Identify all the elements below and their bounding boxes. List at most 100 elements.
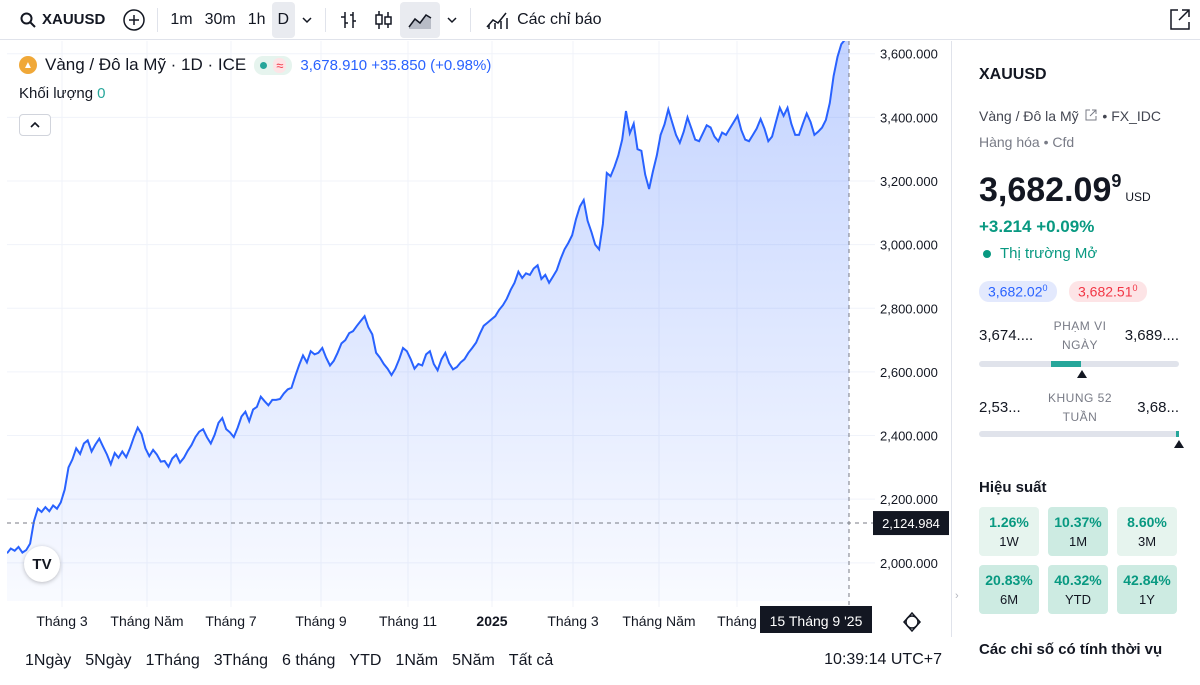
day-range: 3,674.... PHẠM VI NGÀY 3,689....: [979, 319, 1179, 365]
crosshair-date-label: 15 Tháng 9 '25: [770, 613, 863, 629]
y-tick-label: 3,600.000: [880, 47, 938, 62]
perf-1m[interactable]: 10.37% 1M: [1048, 507, 1108, 556]
range-1y[interactable]: 1Năm: [395, 652, 439, 669]
day-range-fill: [1051, 361, 1081, 367]
bid-value: 3,682.02: [988, 283, 1043, 300]
legend-title: Vàng / Đô la Mỹ · 1D · ICE: [45, 55, 247, 74]
clock[interactable]: 10:39:14 UTC+7: [824, 651, 942, 668]
candles-button[interactable]: [366, 2, 400, 38]
volume-legend: Khối lượng 0: [19, 85, 105, 102]
interval-dropdown[interactable]: [295, 2, 319, 38]
last-price: 3,682.099USD: [979, 171, 1151, 210]
y-tick-label: 2,600.000: [880, 365, 938, 380]
volume-label: Khối lượng: [19, 85, 94, 102]
week52-range-fill: [1176, 431, 1179, 437]
interval-1m[interactable]: 1m: [170, 10, 193, 28]
interval-d[interactable]: D: [271, 1, 296, 38]
range-ytd[interactable]: YTD: [349, 652, 382, 669]
side-panel-toggle[interactable]: ›: [955, 590, 959, 602]
price-currency: USD: [1125, 190, 1151, 204]
x-tick-label: Tháng 3: [36, 613, 88, 629]
range-bar: 1Ngày 5Ngày 1Tháng 3Tháng 6 tháng YTD 1N…: [7, 638, 952, 684]
symbol-details-panel: XAUUSD Vàng / Đô la Mỹ • FX_IDC Hàng hóa…: [960, 41, 1200, 685]
market-status-pill[interactable]: ≈: [254, 55, 293, 75]
y-tick-label: 2,800.000: [880, 301, 938, 316]
details-category: Hàng hóa • Cfd: [979, 134, 1075, 150]
indicators-label: Các chỉ báo: [517, 10, 602, 28]
range-3m[interactable]: 3Tháng: [213, 652, 269, 669]
day-range-marker: [1077, 370, 1087, 378]
crosshair-price-label: 2,124.984: [882, 516, 940, 531]
price-main: 3,682.09: [979, 171, 1112, 209]
perf-3m[interactable]: 8.60% 3M: [1117, 507, 1177, 556]
chart-type-dropdown[interactable]: [440, 2, 464, 38]
range-all[interactable]: Tất cả: [508, 652, 554, 669]
performance-grid: 1.26% 1W 10.37% 1M 8.60% 3M 20.83% 6M 40.32%…: [979, 507, 1183, 614]
perf-label: 6M: [999, 592, 1019, 607]
y-tick-label: 3,200.000: [880, 174, 938, 189]
crosshair-date-box: [760, 606, 872, 633]
legend-quote: 3,678.910 +35.850 (+0.98%): [300, 56, 492, 74]
indicators-button[interactable]: Các chỉ báo: [477, 9, 610, 31]
week52-range-label: KHUNG 52 TUẦN: [1047, 391, 1113, 424]
open-external-button[interactable]: [1168, 6, 1192, 37]
approx-icon: ≈: [273, 57, 287, 73]
search-icon: [20, 12, 36, 28]
market-status: Thị trường Mở: [982, 245, 1097, 262]
range-1d[interactable]: 1Ngày: [25, 652, 72, 669]
gold-icon: ▲: [19, 56, 37, 74]
price-chart[interactable]: 3,600.000 3,400.000 3,200.000 3,000.000 2,80…: [7, 41, 952, 637]
day-range-label: PHẠM VI NGÀY: [1053, 319, 1107, 352]
price-sup: 9: [1111, 171, 1122, 191]
range-5d[interactable]: 5Ngày: [85, 652, 132, 669]
perf-6m[interactable]: 20.83% 6M: [979, 565, 1039, 614]
perf-value: 42.84%: [1123, 572, 1171, 588]
crosshair-price-box: [873, 511, 949, 536]
area-chart-button[interactable]: [400, 1, 441, 38]
perf-label: 1W: [999, 534, 1019, 549]
bar-chart-button[interactable]: [332, 2, 366, 38]
x-tick-label: Tháng Năm: [622, 613, 695, 629]
perf-ytd[interactable]: 40.32% YTD: [1048, 565, 1108, 614]
perf-label: YTD: [1065, 592, 1091, 607]
tradingview-logo[interactable]: TV: [24, 546, 60, 582]
ask-badge: 3,682.510: [1069, 281, 1147, 302]
ask-sup: 0: [1132, 283, 1138, 293]
x-tick-label: Tháng 11: [379, 613, 437, 629]
perf-value: 10.37%: [1054, 514, 1102, 530]
day-low: 3,674....: [979, 327, 1034, 344]
symbol-label: XAUUSD: [42, 11, 106, 28]
interval-1h[interactable]: 1h: [247, 10, 266, 28]
chart-pane[interactable]: ▲ Vàng / Đô la Mỹ · 1D · ICE ≈ 3,678.910…: [7, 41, 952, 637]
week52-low: 2,53...: [979, 399, 1021, 416]
range-5y[interactable]: 5Năm: [452, 652, 495, 669]
source-name: FX_IDC: [1111, 108, 1161, 124]
add-symbol-button[interactable]: [117, 2, 151, 38]
collapse-legend-button[interactable]: [19, 114, 51, 136]
divider: [325, 7, 327, 32]
perf-label: 3M: [1137, 534, 1157, 549]
external-link-icon[interactable]: [1085, 109, 1097, 121]
indicators-icon: [486, 12, 508, 29]
week52-range-bar: [979, 431, 1179, 437]
perf-value: 8.60%: [1127, 514, 1167, 530]
price-area-fill: [7, 41, 849, 601]
settings-gear-icon[interactable]: [905, 615, 919, 629]
perf-1y[interactable]: 42.84% 1Y: [1117, 565, 1177, 614]
week52-range: 2,53... KHUNG 52 TUẦN 3,68...: [979, 391, 1179, 437]
range-1m[interactable]: 1Tháng: [145, 652, 200, 669]
price-change: +3.214 +0.09%: [979, 217, 1095, 236]
day-high: 3,689....: [1124, 327, 1179, 344]
bid-sup: 0: [1042, 283, 1048, 293]
week52-high: 3,68...: [1137, 399, 1179, 416]
symbol-search[interactable]: XAUUSD: [0, 0, 117, 40]
chevron-down-icon: [302, 16, 312, 23]
settings-gear-outline: [902, 611, 922, 633]
interval-30m[interactable]: 30m: [204, 10, 236, 28]
perf-1w[interactable]: 1.26% 1W: [979, 507, 1039, 556]
range-6m[interactable]: 6 tháng: [282, 652, 336, 669]
ohlc-bars-icon: [341, 11, 357, 28]
x-tick-label: Tháng Năm: [110, 613, 183, 629]
x-tick-label: Tháng 9: [295, 613, 347, 629]
instrument-name[interactable]: Vàng / Đô la Mỹ: [979, 108, 1079, 124]
